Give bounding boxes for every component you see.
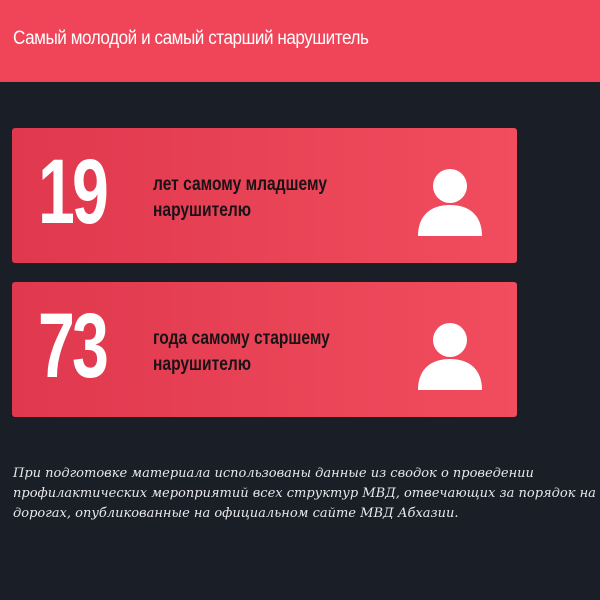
- person-icon: [418, 323, 482, 390]
- stat-label: года самому старшему нарушителю: [153, 326, 350, 378]
- stat-card-youngest: 19 лет самому младшему нарушителю: [12, 128, 517, 263]
- stat-label-line: года самому старшему: [153, 328, 330, 349]
- person-icon: [418, 169, 482, 236]
- stat-label-line: нарушителю: [153, 354, 252, 375]
- stat-label: лет самому младшему нарушителю: [153, 172, 350, 224]
- footnote-line: профилактических мероприятий всех структ…: [13, 486, 596, 501]
- stat-label-line: нарушителю: [153, 200, 252, 221]
- header-bar: Самый молодой и самый старший нарушитель: [0, 0, 600, 82]
- stat-number: 73: [38, 295, 109, 397]
- page-title: Самый молодой и самый старший нарушитель: [13, 28, 369, 49]
- footnote-line: дорогах, опубликованные на официальном с…: [13, 506, 459, 521]
- stat-label-line: лет самому младшему: [153, 174, 327, 195]
- footnote-line: При подготовке материала использованы да…: [13, 466, 534, 481]
- source-footnote: При подготовке материала использованы да…: [13, 464, 596, 524]
- stat-number: 19: [38, 141, 109, 243]
- stat-card-oldest: 73 года самому старшему нарушителю: [12, 282, 517, 417]
